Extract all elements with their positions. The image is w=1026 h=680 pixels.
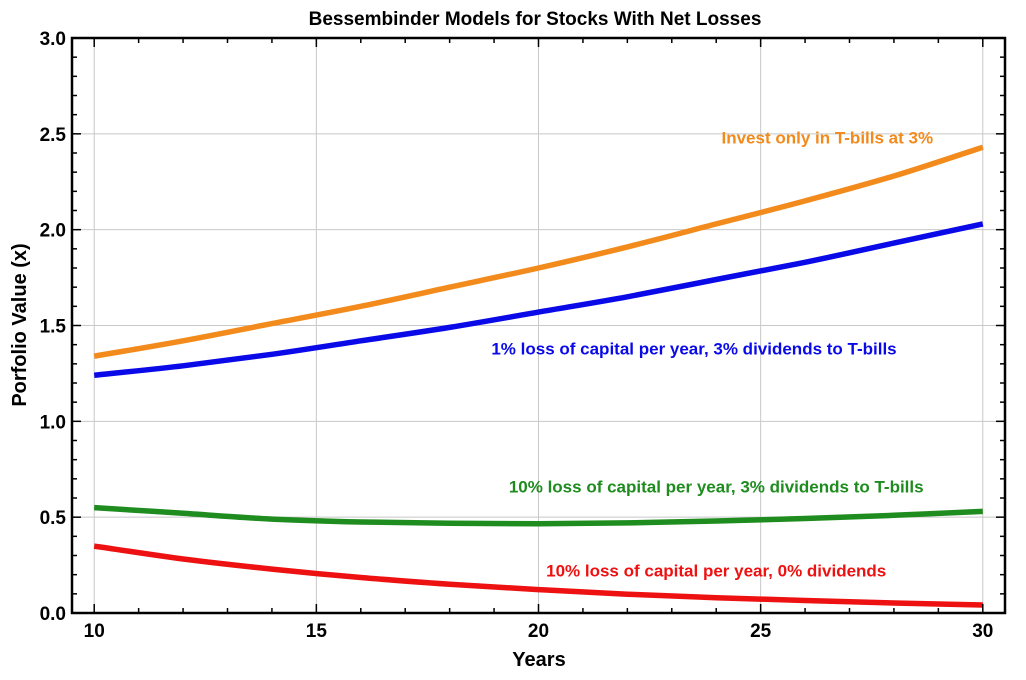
- axis-ticks: 10 15 20 25 30 0.0 0.5 1.0 1.5 2.0 2.5 3.0: [40, 29, 1005, 642]
- y-tick-label: 0.0: [40, 604, 66, 625]
- y-tick-label: 2.5: [40, 125, 67, 146]
- y-tick-label: 0.5: [40, 508, 67, 529]
- x-tick-label: 25: [750, 621, 772, 642]
- series-layer: [93, 144, 984, 608]
- series-line-3: [94, 504, 983, 527]
- x-axis-label: Years: [512, 649, 565, 671]
- y-tick-label: 1.5: [40, 317, 67, 338]
- y-tick-label: 2.0: [40, 221, 66, 242]
- series-line-1: [93, 144, 984, 359]
- series-line-4: [93, 543, 983, 608]
- grid-lines: [72, 37, 1005, 614]
- x-tick-label: 15: [306, 621, 328, 642]
- y-tick-label: 3.0: [40, 29, 66, 50]
- x-tick-label: 20: [528, 621, 549, 642]
- chart-title: Bessembinder Models for Stocks With Net …: [309, 9, 762, 30]
- annotation-label-4: 10% loss of capital per year, 0% dividen…: [546, 562, 886, 581]
- annotation-label-1: Invest only in T-bills at 3%: [721, 128, 933, 147]
- x-tick-label: 30: [972, 621, 993, 642]
- y-tick-label: 1.0: [40, 412, 66, 433]
- series-line-2: [93, 221, 984, 379]
- annotations: Invest only in T-bills at 3% 1% loss of c…: [491, 128, 933, 580]
- y-axis-label: Porfolio Value (x): [9, 243, 31, 406]
- x-tick-label: 10: [84, 621, 105, 642]
- annotation-label-2: 1% loss of capital per year, 3% dividend…: [491, 339, 896, 358]
- annotation-label-3: 10% loss of capital per year, 3% dividen…: [509, 477, 924, 496]
